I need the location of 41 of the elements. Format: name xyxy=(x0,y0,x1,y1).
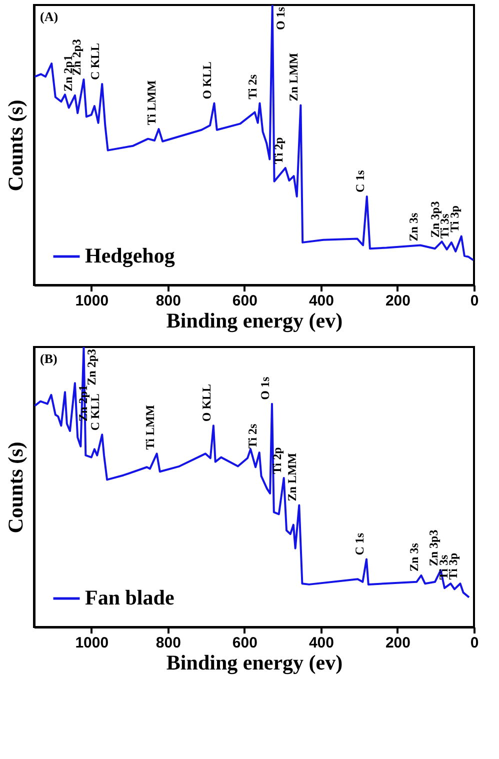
annotation: Zn LMM xyxy=(286,52,301,102)
annotation: Zn 3s xyxy=(407,542,422,572)
y-axis-title: Counts (s) xyxy=(4,100,28,192)
annotation: Zn 2p1 xyxy=(76,385,90,422)
annotation: O 1s xyxy=(258,376,272,400)
annotation: O KLL xyxy=(200,62,214,100)
x-axis-title: Binding energy (ev) xyxy=(166,308,343,332)
legend-label: Hedgehog xyxy=(85,244,176,268)
annotation: (B) xyxy=(40,351,58,366)
x-tick-label: 400 xyxy=(308,634,334,652)
annotation: Ti 2s xyxy=(245,423,260,449)
annotation: O KLL xyxy=(199,384,214,422)
x-tick-label: 600 xyxy=(232,292,258,310)
annotation: Ti 2s xyxy=(246,74,260,100)
annotation: (A) xyxy=(40,9,58,24)
x-tick-label: 600 xyxy=(232,634,258,652)
x-tick-label: 800 xyxy=(156,634,181,652)
y-axis-title: Counts (s) xyxy=(4,442,28,534)
x-tick-label: 200 xyxy=(385,292,410,310)
annotation: Ti 2p xyxy=(270,446,284,474)
annotation: Zn LMM xyxy=(285,452,300,502)
annotation: C 1s xyxy=(352,532,366,556)
x-tick-label: 400 xyxy=(308,292,334,310)
x-tick-label: 0 xyxy=(470,292,479,310)
annotation: Ti 2p xyxy=(271,136,286,164)
x-axis-title: Binding energy (ev) xyxy=(166,650,343,674)
annotation: Zn 3p3 xyxy=(426,530,441,566)
annotation: Ti LMM xyxy=(144,80,159,126)
x-tick-label: 1000 xyxy=(75,634,109,652)
annotation: C 1s xyxy=(352,170,367,193)
annotation: C KLL xyxy=(88,42,102,80)
x-tick-label: 800 xyxy=(156,292,181,310)
legend-label: Fan blade xyxy=(85,586,174,610)
annotation: Ti LMM xyxy=(142,404,157,450)
annotation: Zn 2p3 xyxy=(84,349,99,386)
annotation: O 1s xyxy=(273,6,288,30)
annotation: Zn 3s xyxy=(406,212,420,242)
x-tick-label: 0 xyxy=(470,634,479,652)
annotation: C KLL xyxy=(88,394,102,431)
x-tick-label: 1000 xyxy=(75,292,109,310)
x-tick-label: 200 xyxy=(385,634,410,652)
